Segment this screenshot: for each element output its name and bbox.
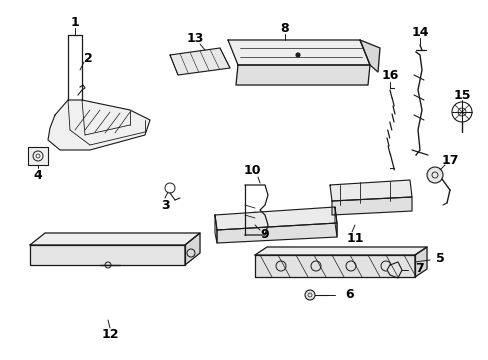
Circle shape xyxy=(305,290,314,300)
Polygon shape xyxy=(28,147,48,165)
Polygon shape xyxy=(386,262,401,278)
Text: 8: 8 xyxy=(280,22,289,35)
Polygon shape xyxy=(184,233,200,265)
Polygon shape xyxy=(359,40,379,72)
Circle shape xyxy=(295,53,299,57)
Polygon shape xyxy=(414,247,426,277)
Text: 17: 17 xyxy=(440,153,458,166)
Text: 13: 13 xyxy=(186,32,203,45)
Polygon shape xyxy=(30,233,200,245)
Polygon shape xyxy=(227,40,369,65)
Text: 4: 4 xyxy=(34,168,42,181)
Text: 14: 14 xyxy=(410,26,428,39)
Text: 3: 3 xyxy=(161,198,169,212)
Polygon shape xyxy=(48,100,150,150)
Text: 5: 5 xyxy=(435,252,444,265)
Text: 16: 16 xyxy=(381,68,398,81)
Polygon shape xyxy=(329,180,411,201)
Text: 10: 10 xyxy=(243,163,260,176)
Text: 15: 15 xyxy=(452,89,470,102)
Text: 11: 11 xyxy=(346,231,363,244)
Polygon shape xyxy=(254,247,426,255)
Polygon shape xyxy=(217,223,336,243)
Circle shape xyxy=(426,167,442,183)
Polygon shape xyxy=(215,207,336,230)
Polygon shape xyxy=(236,65,369,85)
Text: 6: 6 xyxy=(345,288,354,302)
Polygon shape xyxy=(331,197,411,215)
Text: 2: 2 xyxy=(83,51,92,64)
Text: 9: 9 xyxy=(260,229,269,242)
Polygon shape xyxy=(170,48,229,75)
Text: 12: 12 xyxy=(101,328,119,342)
Polygon shape xyxy=(30,245,184,265)
Text: 7: 7 xyxy=(415,261,424,275)
Text: 1: 1 xyxy=(70,15,79,28)
Polygon shape xyxy=(254,255,414,277)
Polygon shape xyxy=(215,215,217,243)
